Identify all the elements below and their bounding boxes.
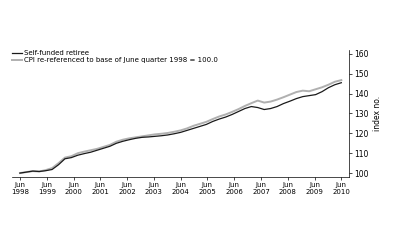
Self-funded retiree: [249, 105, 254, 108]
Self-funded retiree: [230, 113, 235, 116]
CPI re-referenced to base of June quarter 1998 = 100.0: [333, 80, 337, 83]
Self-funded retiree: [339, 81, 344, 84]
Legend: Self-funded retiree, CPI re-referenced to base of June quarter 1998 = 100.0: Self-funded retiree, CPI re-referenced t…: [12, 50, 218, 63]
CPI re-referenced to base of June quarter 1998 = 100.0: [230, 111, 235, 113]
CPI re-referenced to base of June quarter 1998 = 100.0: [339, 79, 344, 81]
CPI re-referenced to base of June quarter 1998 = 100.0: [120, 138, 125, 141]
Y-axis label: index no.: index no.: [373, 96, 382, 131]
CPI re-referenced to base of June quarter 1998 = 100.0: [17, 172, 22, 174]
Self-funded retiree: [17, 172, 22, 174]
Self-funded retiree: [114, 142, 119, 145]
Self-funded retiree: [120, 140, 125, 143]
Self-funded retiree: [333, 83, 337, 86]
Line: Self-funded retiree: Self-funded retiree: [20, 83, 341, 173]
CPI re-referenced to base of June quarter 1998 = 100.0: [249, 102, 254, 104]
Self-funded retiree: [88, 151, 93, 154]
Line: CPI re-referenced to base of June quarter 1998 = 100.0: CPI re-referenced to base of June quarte…: [20, 80, 341, 173]
CPI re-referenced to base of June quarter 1998 = 100.0: [114, 140, 119, 143]
CPI re-referenced to base of June quarter 1998 = 100.0: [88, 149, 93, 152]
